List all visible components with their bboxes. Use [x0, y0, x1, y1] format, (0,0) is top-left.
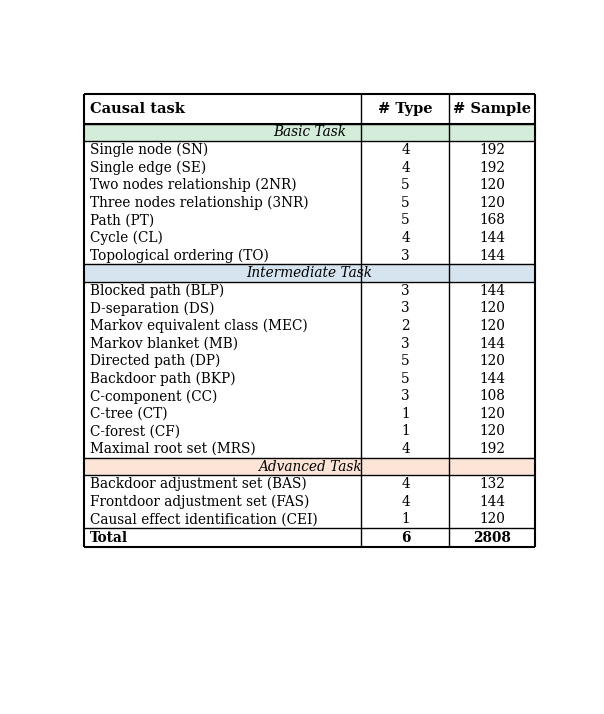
Text: Total: Total	[89, 531, 127, 545]
Text: 120: 120	[480, 301, 505, 316]
Text: 3: 3	[401, 283, 410, 298]
Polygon shape	[84, 229, 535, 247]
Text: 5: 5	[401, 213, 410, 227]
Text: 4: 4	[401, 477, 410, 491]
Polygon shape	[84, 388, 535, 405]
Text: 2: 2	[401, 319, 410, 333]
Text: Two nodes relationship (2NR): Two nodes relationship (2NR)	[89, 178, 296, 192]
Text: 144: 144	[479, 372, 506, 386]
Polygon shape	[84, 493, 535, 511]
Text: 4: 4	[401, 161, 410, 175]
Polygon shape	[84, 159, 535, 176]
Text: 3: 3	[401, 301, 410, 316]
Text: 3: 3	[401, 389, 410, 403]
Polygon shape	[84, 352, 535, 370]
Polygon shape	[84, 423, 535, 441]
Polygon shape	[84, 528, 535, 547]
Text: Backdoor path (BKP): Backdoor path (BKP)	[89, 371, 235, 386]
Text: Blocked path (BLP): Blocked path (BLP)	[89, 283, 224, 298]
Text: Cycle (CL): Cycle (CL)	[89, 231, 162, 245]
Polygon shape	[84, 317, 535, 335]
Text: 120: 120	[480, 354, 505, 368]
Text: 144: 144	[479, 283, 506, 298]
Text: 120: 120	[480, 513, 505, 526]
Polygon shape	[84, 441, 535, 458]
Polygon shape	[84, 370, 535, 388]
Text: Advanced Task: Advanced Task	[258, 460, 361, 473]
Text: 5: 5	[401, 354, 410, 368]
Text: 108: 108	[480, 389, 505, 403]
Text: 192: 192	[480, 161, 506, 175]
Text: 120: 120	[480, 425, 505, 438]
Text: 4: 4	[401, 231, 410, 245]
Polygon shape	[84, 511, 535, 528]
Text: 4: 4	[401, 495, 410, 509]
Polygon shape	[84, 94, 535, 124]
Text: Maximal root set (MRS): Maximal root set (MRS)	[89, 442, 255, 456]
Text: 5: 5	[401, 178, 410, 192]
Text: Backdoor adjustment set (BAS): Backdoor adjustment set (BAS)	[89, 477, 306, 491]
Text: 144: 144	[479, 495, 506, 509]
Text: D-separation (DS): D-separation (DS)	[89, 301, 214, 316]
Text: Causal effect identification (CEI): Causal effect identification (CEI)	[89, 513, 317, 526]
Text: 3: 3	[401, 248, 410, 263]
Text: Single edge (SE): Single edge (SE)	[89, 161, 206, 175]
Text: Basic Task: Basic Task	[273, 126, 346, 139]
Text: 168: 168	[480, 213, 505, 227]
Text: Causal task: Causal task	[89, 102, 184, 116]
Polygon shape	[84, 300, 535, 317]
Text: Topological ordering (TO): Topological ordering (TO)	[89, 248, 268, 263]
Text: 120: 120	[480, 407, 505, 421]
Text: C-tree (CT): C-tree (CT)	[89, 407, 167, 421]
Text: 1: 1	[401, 513, 410, 526]
Text: Markov blanket (MB): Markov blanket (MB)	[89, 336, 237, 351]
Text: 6: 6	[400, 531, 410, 545]
Polygon shape	[84, 247, 535, 264]
Text: C-forest (CF): C-forest (CF)	[89, 425, 179, 438]
Text: 1: 1	[401, 425, 410, 438]
Text: 144: 144	[479, 336, 506, 351]
Polygon shape	[84, 264, 535, 282]
Text: 5: 5	[401, 196, 410, 210]
Text: 144: 144	[479, 248, 506, 263]
Text: 120: 120	[480, 319, 505, 333]
Text: C-component (CC): C-component (CC)	[89, 389, 217, 403]
Polygon shape	[84, 176, 535, 194]
Text: 120: 120	[480, 196, 505, 210]
Polygon shape	[84, 282, 535, 300]
Text: 4: 4	[401, 442, 410, 456]
Polygon shape	[84, 458, 535, 476]
Polygon shape	[84, 124, 535, 141]
Text: Three nodes relationship (3NR): Three nodes relationship (3NR)	[89, 196, 308, 210]
Text: 2808: 2808	[474, 531, 511, 545]
Text: 192: 192	[480, 442, 506, 456]
Text: 192: 192	[480, 143, 506, 157]
Polygon shape	[84, 405, 535, 423]
Text: Intermediate Task: Intermediate Task	[246, 266, 373, 280]
Text: Path (PT): Path (PT)	[89, 213, 154, 227]
Text: # Sample: # Sample	[453, 102, 532, 116]
Text: 3: 3	[401, 336, 410, 351]
Text: Directed path (DP): Directed path (DP)	[89, 354, 220, 368]
Polygon shape	[84, 141, 535, 159]
Text: 4: 4	[401, 143, 410, 157]
Text: Markov equivalent class (MEC): Markov equivalent class (MEC)	[89, 318, 307, 333]
Polygon shape	[84, 211, 535, 229]
Polygon shape	[84, 335, 535, 352]
Text: 120: 120	[480, 178, 505, 192]
Polygon shape	[84, 194, 535, 211]
Text: 1: 1	[401, 407, 410, 421]
Text: # Type: # Type	[378, 102, 432, 116]
Text: 144: 144	[479, 231, 506, 245]
Text: 132: 132	[480, 477, 505, 491]
Text: 5: 5	[401, 372, 410, 386]
Polygon shape	[84, 476, 535, 493]
Text: Single node (SN): Single node (SN)	[89, 143, 208, 157]
Text: Frontdoor adjustment set (FAS): Frontdoor adjustment set (FAS)	[89, 495, 309, 509]
